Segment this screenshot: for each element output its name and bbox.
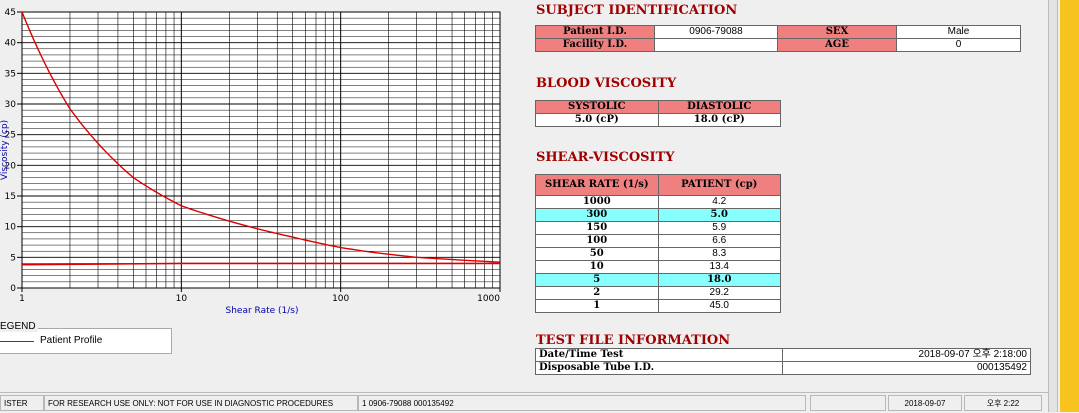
baseline-curve [21, 262, 500, 266]
status-empty [810, 395, 886, 411]
patient-cp-cell: 8.3 [657, 247, 781, 261]
status-time: 오후 2:22 [964, 395, 1042, 411]
y-tick-label: 30 [5, 100, 17, 110]
blood-viscosity-title: BLOOD VISCOSITY [536, 76, 677, 91]
shear-row: 1 45.0 [535, 299, 781, 313]
shear-rate-cell: 1000 [535, 195, 659, 209]
viscosity-chart-panel: 0 5 10 15 20 25 30 35 40 45 1 10 100 1000 Shear Rate … [0, 0, 522, 322]
status-mode: ISTER [0, 395, 44, 411]
patient-cp-cell: 4.2 [657, 195, 781, 209]
shear-rate-cell: 150 [535, 221, 659, 235]
patient-cp-cell: 5.9 [657, 221, 781, 235]
shear-rate-cell: 50 [535, 247, 659, 261]
subject-table: Patient I.D. 0906-79088 SEX Male Facilit… [535, 25, 1021, 52]
shear-rate-cell: 1 [535, 299, 659, 313]
shear-rate-cell: 5 [535, 273, 659, 287]
shear-rate-cell: 100 [535, 234, 659, 248]
shear-viscosity-title: SHEAR-VISCOSITY [536, 150, 675, 165]
x-tick-label: 100 [332, 294, 349, 304]
shear-rate-cell: 2 [535, 286, 659, 300]
shear-row: 5 18.0 [535, 273, 781, 287]
x-axis-label: Shear Rate (1/s) [226, 306, 299, 316]
plot-area [21, 11, 501, 289]
sex-label: SEX [777, 25, 897, 39]
y-tick-label: 10 [5, 223, 17, 233]
systolic-value: 5.0 (cP) [535, 113, 659, 127]
shear-viscosity-table: SHEAR RATE (1/s) PATIENT (cp) 1000 4.2 300… [535, 174, 781, 313]
vertical-scrollbar[interactable] [1048, 0, 1058, 412]
patient-cp-cell: 6.6 [657, 234, 781, 248]
y-tick-label: 25 [5, 131, 16, 141]
patient-id-label: Patient I.D. [535, 25, 655, 39]
status-record: 1 0906-79088 000135492 [358, 395, 806, 411]
tube-id-label: Disposable Tube I.D. [535, 361, 783, 375]
test-file-table: Date/Time Test 2018-09-07 오후 2:18:00 Dis… [535, 348, 1031, 375]
shear-row: 2 29.2 [535, 286, 781, 300]
datetime-label: Date/Time Test [535, 348, 783, 362]
age-value: 0 [896, 38, 1021, 52]
patient-cp-cell: 29.2 [657, 286, 781, 300]
status-disclaimer: FOR RESEARCH USE ONLY: NOT FOR USE IN DI… [44, 395, 358, 411]
side-accent-bar [1060, 0, 1079, 412]
y-tick-label: 20 [5, 161, 17, 171]
y-tick-label: 35 [5, 69, 16, 79]
y-tick-label: 45 [5, 8, 16, 18]
y-axis-label: Viscosity (cp) [0, 120, 10, 180]
shear-row: 100 6.6 [535, 234, 781, 248]
shear-rate-cell: 10 [535, 260, 659, 274]
diastolic-value: 18.0 (cP) [657, 113, 781, 127]
patient-cp-cell: 18.0 [657, 273, 781, 287]
x-tick-label: 1 [19, 294, 25, 304]
x-tick-label: 10 [176, 294, 188, 304]
tube-id-value: 000135492 [782, 361, 1031, 375]
legend-label: Patient Profile [40, 335, 103, 346]
legend-title: EGEND [0, 321, 38, 332]
subject-title: SUBJECT IDENTIFICATION [536, 3, 738, 18]
patient-cp-cell: 5.0 [657, 208, 781, 222]
patient-profile-curve [21, 11, 501, 263]
shear-row: 10 13.4 [535, 260, 781, 274]
sex-value: Male [896, 25, 1021, 39]
shear-row: 300 5.0 [535, 208, 781, 222]
x-tick-label: 1000 [477, 294, 500, 304]
patient-cp-cell: 45.0 [657, 299, 781, 313]
shear-row: 50 8.3 [535, 247, 781, 261]
facility-id-value [654, 38, 778, 52]
y-tick-label: 0 [10, 284, 16, 294]
y-tick-label: 5 [10, 253, 16, 263]
shear-rate-cell: 300 [535, 208, 659, 222]
systolic-label: SYSTOLIC [535, 100, 659, 114]
patient-cp-header: PATIENT (cp) [657, 174, 781, 196]
age-label: AGE [777, 38, 897, 52]
legend-swatch [0, 341, 34, 342]
test-file-title: TEST FILE INFORMATION [536, 333, 731, 348]
y-tick-label: 15 [5, 192, 16, 202]
datetime-value: 2018-09-07 오후 2:18:00 [782, 348, 1031, 362]
patient-id-value: 0906-79088 [654, 25, 778, 39]
shear-row: 150 5.9 [535, 221, 781, 235]
facility-id-label: Facility I.D. [535, 38, 655, 52]
patient-cp-cell: 13.4 [657, 260, 781, 274]
diastolic-label: DIASTOLIC [657, 100, 781, 114]
shear-rate-header: SHEAR RATE (1/s) [535, 174, 659, 196]
status-date: 2018-09-07 [888, 395, 962, 411]
y-tick-label: 40 [5, 39, 17, 49]
viscosity-chart: 0 5 10 15 20 25 30 35 40 45 1 10 100 1000 Shear Rate … [0, 8, 501, 316]
blood-viscosity-table: SYSTOLIC DIASTOLIC 5.0 (cP) 18.0 (cP) [535, 100, 781, 127]
shear-row: 1000 4.2 [535, 195, 781, 209]
